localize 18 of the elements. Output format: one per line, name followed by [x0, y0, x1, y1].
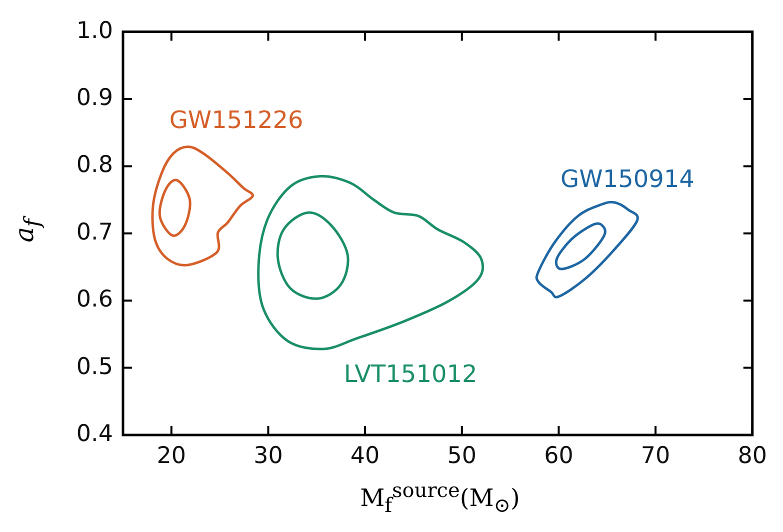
y-tick-label: 0.4 [76, 420, 113, 447]
y-tick-label: 0.9 [76, 84, 113, 111]
y-tick-label: 0.7 [76, 219, 113, 246]
annotation: GW151226 [169, 106, 304, 134]
annotation: LVT151012 [344, 360, 478, 388]
x-tick-label: 40 [350, 442, 380, 469]
x-tick-label: 60 [544, 442, 574, 469]
y-tick-label: 0.8 [76, 152, 113, 178]
x-axis-title: M$_{f}$$^{source}$(M$_{⊙}$) [359, 478, 521, 517]
x-tick-label: 30 [254, 442, 283, 469]
annotation: GW150914 [560, 165, 694, 194]
x-tick-label: 20 [156, 442, 186, 469]
x-tick-label: 70 [640, 442, 670, 469]
y-tick-label: 0.5 [76, 354, 113, 380]
y-tick-label: 1.0 [76, 18, 113, 44]
x-tick-label: 80 [738, 442, 768, 469]
x-tick-label: 50 [447, 442, 477, 469]
y-tick-label: 0.6 [76, 286, 113, 313]
